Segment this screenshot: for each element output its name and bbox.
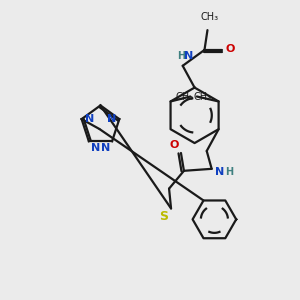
Text: O: O <box>169 140 179 150</box>
Text: N: N <box>91 143 101 153</box>
Text: CH₃: CH₃ <box>193 92 211 101</box>
Text: N: N <box>107 114 116 124</box>
Text: H: H <box>177 51 185 61</box>
Text: H: H <box>225 167 234 177</box>
Text: CH₃: CH₃ <box>200 12 218 22</box>
Text: N: N <box>215 167 224 177</box>
Text: S: S <box>159 210 168 223</box>
Text: N: N <box>184 51 193 61</box>
Text: CH₃: CH₃ <box>176 92 194 101</box>
Text: N: N <box>100 143 110 153</box>
Text: O: O <box>226 44 235 54</box>
Text: N: N <box>85 114 94 124</box>
